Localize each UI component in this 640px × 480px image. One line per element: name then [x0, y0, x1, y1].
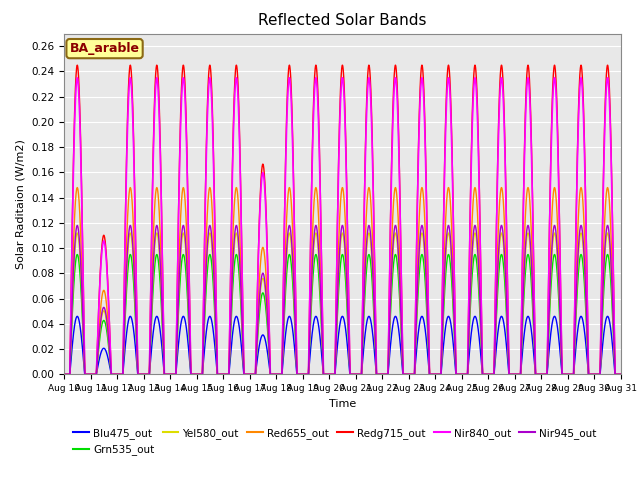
Line: Red655_out: Red655_out: [64, 188, 621, 374]
Red655_out: [139, 372, 147, 377]
Grn535_out: [74, 252, 81, 257]
Blu475_out: [74, 313, 81, 319]
Yel580_out: [474, 245, 481, 251]
Grn535_out: [617, 372, 625, 377]
Blu475_out: [608, 338, 616, 344]
Redg715_out: [474, 95, 481, 100]
Nir945_out: [139, 372, 147, 377]
Red655_out: [291, 287, 298, 292]
Yel580_out: [74, 230, 81, 236]
Red655_out: [474, 204, 481, 210]
Redg715_out: [291, 231, 298, 237]
Line: Blu475_out: Blu475_out: [64, 316, 621, 374]
Nir945_out: [291, 304, 298, 310]
Y-axis label: Solar Raditaion (W/m2): Solar Raditaion (W/m2): [15, 139, 26, 269]
Grn535_out: [359, 339, 367, 345]
Nir945_out: [608, 286, 616, 291]
Redg715_out: [359, 287, 367, 293]
Blu475_out: [291, 345, 298, 351]
Red655_out: [60, 372, 68, 377]
Red655_out: [441, 240, 449, 245]
Nir945_out: [441, 266, 449, 272]
Yel580_out: [617, 372, 625, 377]
Grn535_out: [608, 302, 616, 308]
Redg715_out: [139, 372, 147, 377]
Line: Nir945_out: Nir945_out: [64, 226, 621, 374]
Blu475_out: [474, 320, 481, 325]
Nir840_out: [74, 75, 81, 81]
Nir840_out: [60, 372, 68, 377]
Blu475_out: [139, 372, 147, 377]
Blu475_out: [359, 356, 367, 361]
Red655_out: [74, 185, 81, 191]
Nir945_out: [474, 238, 481, 244]
Red655_out: [608, 264, 616, 269]
Nir840_out: [291, 237, 298, 242]
Grn535_out: [60, 372, 68, 377]
Nir945_out: [359, 331, 367, 336]
Grn535_out: [291, 317, 298, 323]
Nir945_out: [617, 372, 625, 377]
Nir840_out: [474, 106, 481, 112]
Red655_out: [617, 372, 625, 377]
Yel580_out: [291, 307, 298, 313]
Nir945_out: [74, 223, 81, 228]
Blu475_out: [441, 330, 449, 336]
Nir840_out: [359, 291, 367, 297]
Redg715_out: [617, 372, 625, 377]
Redg715_out: [60, 372, 68, 377]
Redg715_out: [441, 153, 449, 158]
Blu475_out: [60, 372, 68, 377]
Nir840_out: [617, 372, 625, 377]
Redg715_out: [608, 192, 616, 198]
Nir840_out: [441, 162, 449, 168]
Grn535_out: [139, 372, 147, 377]
Yel580_out: [139, 372, 147, 377]
Yel580_out: [608, 290, 616, 296]
Nir840_out: [139, 372, 147, 377]
Redg715_out: [74, 62, 81, 68]
Text: BA_arable: BA_arable: [70, 42, 140, 55]
Grn535_out: [474, 264, 481, 270]
Nir945_out: [60, 372, 68, 377]
Yel580_out: [441, 272, 449, 277]
Line: Redg715_out: Redg715_out: [64, 65, 621, 374]
X-axis label: Time: Time: [329, 399, 356, 408]
Yel580_out: [60, 372, 68, 377]
Red655_out: [359, 321, 367, 326]
Yel580_out: [359, 333, 367, 339]
Line: Nir840_out: Nir840_out: [64, 78, 621, 374]
Line: Grn535_out: Grn535_out: [64, 254, 621, 374]
Title: Reflected Solar Bands: Reflected Solar Bands: [258, 13, 427, 28]
Nir840_out: [608, 200, 616, 206]
Blu475_out: [617, 372, 625, 377]
Grn535_out: [441, 287, 449, 292]
Legend: Blu475_out, Grn535_out, Yel580_out, Red655_out, Redg715_out, Nir840_out, Nir945_: Blu475_out, Grn535_out, Yel580_out, Red6…: [69, 424, 600, 459]
Line: Yel580_out: Yel580_out: [64, 233, 621, 374]
